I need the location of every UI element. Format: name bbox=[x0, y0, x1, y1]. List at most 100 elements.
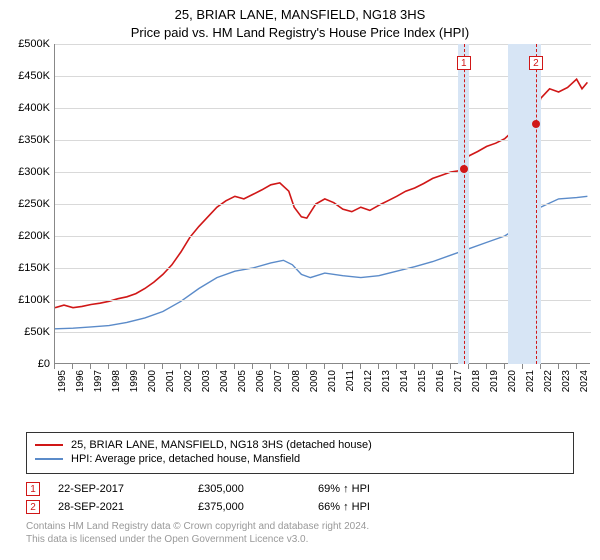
sale-row: 2 28-SEP-2021£375,00066% ↑ HPI bbox=[26, 500, 574, 514]
y-tick-label: £0 bbox=[38, 358, 50, 370]
sale-marker-ref: 2 bbox=[26, 500, 40, 514]
legend-swatch bbox=[35, 444, 63, 446]
x-tick bbox=[234, 364, 235, 369]
y-tick-label: £200K bbox=[18, 230, 50, 242]
x-tick-label: 2006 bbox=[255, 370, 266, 392]
credit: Contains HM Land Registry data © Crown c… bbox=[26, 520, 574, 546]
sale-date: 22-SEP-2017 bbox=[58, 483, 198, 495]
x-tick bbox=[126, 364, 127, 369]
x-tick bbox=[450, 364, 451, 369]
x-tick-label: 2016 bbox=[435, 370, 446, 392]
y-tick-label: £250K bbox=[18, 198, 50, 210]
x-tick bbox=[144, 364, 145, 369]
title-subtitle: Price paid vs. HM Land Registry's House … bbox=[0, 24, 600, 42]
x-tick bbox=[342, 364, 343, 369]
x-tick-label: 2009 bbox=[309, 370, 320, 392]
x-tick bbox=[72, 364, 73, 369]
legend-swatch bbox=[35, 458, 63, 460]
sale-price: £305,000 bbox=[198, 483, 318, 495]
x-tick-label: 2000 bbox=[147, 370, 158, 392]
sale-dot bbox=[460, 165, 468, 173]
x-tick-label: 1997 bbox=[93, 370, 104, 392]
legend-row: 25, BRIAR LANE, MANSFIELD, NG18 3HS (det… bbox=[35, 439, 565, 451]
chart: £0£50K£100K£150K£200K£250K£300K£350K£400… bbox=[0, 44, 600, 394]
plot-area: 12 bbox=[54, 44, 590, 364]
x-tick-label: 2014 bbox=[399, 370, 410, 392]
title-block: 25, BRIAR LANE, MANSFIELD, NG18 3HS Pric… bbox=[0, 0, 600, 42]
x-tick bbox=[558, 364, 559, 369]
x-tick bbox=[504, 364, 505, 369]
sale-dot bbox=[532, 120, 540, 128]
x-tick bbox=[414, 364, 415, 369]
x-tick-label: 2010 bbox=[327, 370, 338, 392]
sale-hpi: 66% ↑ HPI bbox=[318, 501, 438, 513]
x-tick-label: 2004 bbox=[219, 370, 230, 392]
y-tick-label: £300K bbox=[18, 166, 50, 178]
legend-label: 25, BRIAR LANE, MANSFIELD, NG18 3HS (det… bbox=[71, 439, 372, 451]
x-tick bbox=[90, 364, 91, 369]
x-tick-label: 2023 bbox=[561, 370, 572, 392]
x-tick bbox=[54, 364, 55, 369]
x-tick-label: 2001 bbox=[165, 370, 176, 392]
x-tick-label: 2024 bbox=[579, 370, 590, 392]
x-tick-label: 2008 bbox=[291, 370, 302, 392]
x-tick bbox=[576, 364, 577, 369]
x-tick-label: 1998 bbox=[111, 370, 122, 392]
x-tick bbox=[216, 364, 217, 369]
sale-hpi: 69% ↑ HPI bbox=[318, 483, 438, 495]
x-tick-label: 2019 bbox=[489, 370, 500, 392]
sales-list: 1 22-SEP-2017£305,00069% ↑ HPI 2 28-SEP-202… bbox=[26, 482, 574, 514]
y-tick-label: £500K bbox=[18, 38, 50, 50]
sale-marker: 2 bbox=[529, 56, 543, 70]
x-tick bbox=[360, 364, 361, 369]
x-tick bbox=[540, 364, 541, 369]
x-tick bbox=[468, 364, 469, 369]
x-axis: 1995199619971998199920002001200220032004… bbox=[54, 364, 590, 424]
x-tick bbox=[486, 364, 487, 369]
x-tick-label: 2020 bbox=[507, 370, 518, 392]
x-tick-label: 2003 bbox=[201, 370, 212, 392]
x-tick-label: 2007 bbox=[273, 370, 284, 392]
x-tick bbox=[324, 364, 325, 369]
sale-vline bbox=[464, 44, 465, 364]
x-tick bbox=[270, 364, 271, 369]
x-tick-label: 2018 bbox=[471, 370, 482, 392]
x-tick-label: 2005 bbox=[237, 370, 248, 392]
x-tick-label: 2022 bbox=[543, 370, 554, 392]
x-tick bbox=[252, 364, 253, 369]
y-tick-label: £100K bbox=[18, 294, 50, 306]
x-tick bbox=[288, 364, 289, 369]
page: 25, BRIAR LANE, MANSFIELD, NG18 3HS Pric… bbox=[0, 0, 600, 560]
x-tick-label: 2011 bbox=[345, 370, 356, 392]
x-tick bbox=[108, 364, 109, 369]
y-tick-label: £400K bbox=[18, 102, 50, 114]
x-tick bbox=[198, 364, 199, 369]
sale-marker-ref: 1 bbox=[26, 482, 40, 496]
x-tick-label: 1995 bbox=[57, 370, 68, 392]
x-tick bbox=[180, 364, 181, 369]
bottom-panel: 25, BRIAR LANE, MANSFIELD, NG18 3HS (det… bbox=[26, 432, 574, 546]
x-tick-label: 2015 bbox=[417, 370, 428, 392]
credit-line-1: Contains HM Land Registry data © Crown c… bbox=[26, 520, 574, 533]
x-tick bbox=[522, 364, 523, 369]
sale-price: £375,000 bbox=[198, 501, 318, 513]
y-tick-label: £450K bbox=[18, 70, 50, 82]
title-address: 25, BRIAR LANE, MANSFIELD, NG18 3HS bbox=[0, 6, 600, 24]
x-tick-label: 2012 bbox=[363, 370, 374, 392]
sale-date: 28-SEP-2021 bbox=[58, 501, 198, 513]
x-tick bbox=[306, 364, 307, 369]
y-axis: £0£50K£100K£150K£200K£250K£300K£350K£400… bbox=[0, 44, 54, 364]
y-tick-label: £150K bbox=[18, 262, 50, 274]
x-tick bbox=[378, 364, 379, 369]
x-tick-label: 2002 bbox=[183, 370, 194, 392]
x-tick-label: 2013 bbox=[381, 370, 392, 392]
legend-label: HPI: Average price, detached house, Mans… bbox=[71, 453, 300, 465]
y-tick-label: £50K bbox=[24, 326, 50, 338]
legend: 25, BRIAR LANE, MANSFIELD, NG18 3HS (det… bbox=[26, 432, 574, 474]
credit-line-2: This data is licensed under the Open Gov… bbox=[26, 533, 574, 546]
legend-row: HPI: Average price, detached house, Mans… bbox=[35, 453, 565, 465]
sale-row: 1 22-SEP-2017£305,00069% ↑ HPI bbox=[26, 482, 574, 496]
x-tick bbox=[396, 364, 397, 369]
x-tick-label: 2017 bbox=[453, 370, 464, 392]
x-tick-label: 1999 bbox=[129, 370, 140, 392]
